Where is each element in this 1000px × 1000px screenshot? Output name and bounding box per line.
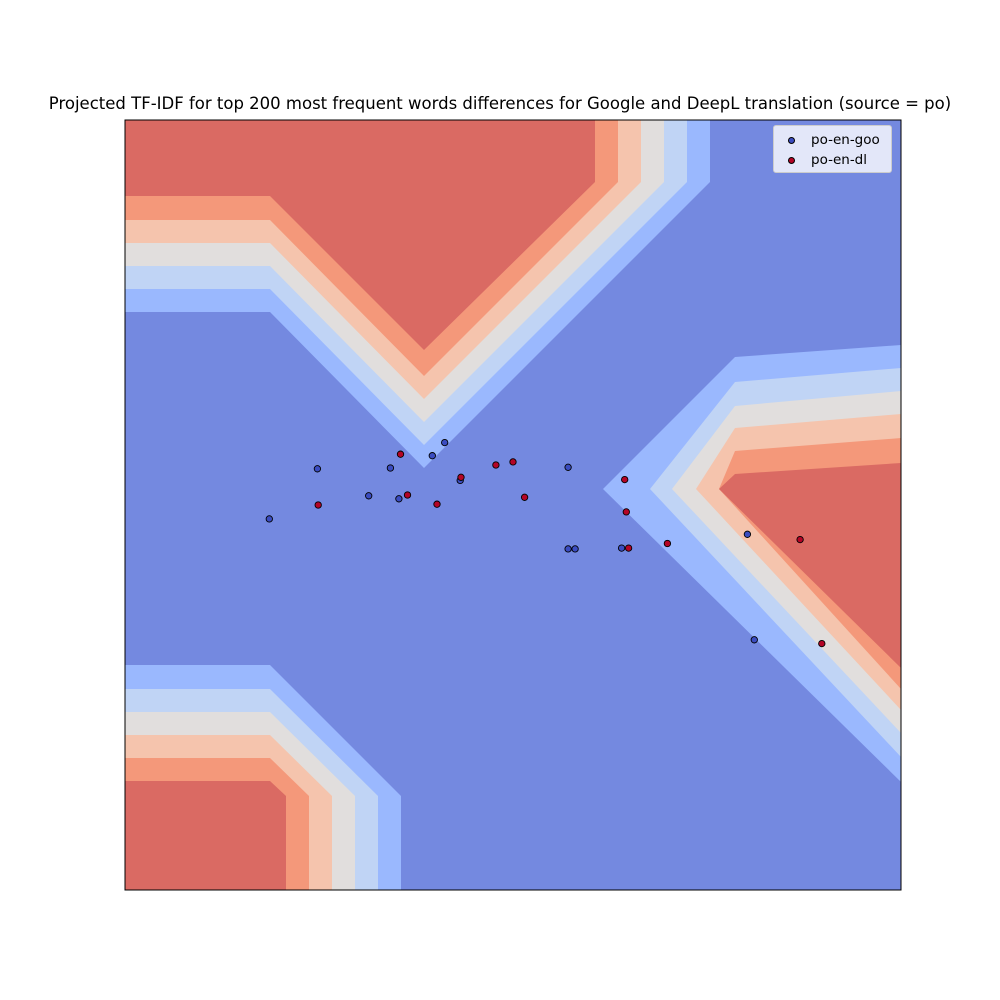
legend: po-en-goo po-en-dl bbox=[773, 125, 892, 173]
legend-marker-goo bbox=[788, 136, 795, 144]
point-po-en-dl bbox=[621, 475, 629, 484]
contour-region-top-level-6 bbox=[125, 120, 595, 350]
legend-label-dl: po-en-dl bbox=[811, 152, 868, 168]
plot-frame bbox=[124, 119, 902, 891]
legend-marker-dl bbox=[788, 156, 795, 164]
point-po-en-goo bbox=[743, 530, 752, 538]
point-po-en-dl bbox=[509, 458, 517, 466]
point-po-en-goo bbox=[564, 545, 572, 553]
point-po-en-goo bbox=[564, 463, 572, 471]
point-po-en-dl bbox=[796, 535, 804, 544]
point-po-en-goo bbox=[386, 464, 395, 472]
data-points bbox=[265, 438, 826, 648]
point-po-en-dl bbox=[818, 639, 826, 648]
decision-contours bbox=[125, 120, 901, 890]
point-po-en-goo bbox=[441, 438, 449, 447]
point-po-en-goo bbox=[617, 544, 626, 552]
point-po-en-dl bbox=[457, 473, 465, 481]
point-po-en-goo bbox=[428, 452, 436, 460]
point-po-en-dl bbox=[403, 491, 412, 499]
point-po-en-goo bbox=[395, 495, 403, 503]
point-po-en-dl bbox=[622, 508, 630, 516]
point-po-en-dl bbox=[314, 501, 322, 509]
chart-title: Projected TF-IDF for top 200 most freque… bbox=[48, 94, 952, 113]
point-po-en-dl bbox=[520, 493, 529, 501]
point-po-en-dl bbox=[433, 500, 441, 508]
point-po-en-goo bbox=[750, 636, 758, 644]
legend-item-goo: po-en-goo bbox=[788, 130, 880, 150]
point-po-en-dl bbox=[396, 450, 405, 458]
point-po-en-dl bbox=[624, 544, 633, 552]
contour-region-right-level-6 bbox=[719, 463, 901, 668]
legend-item-dl: po-en-dl bbox=[788, 150, 867, 170]
point-po-en-dl bbox=[492, 461, 500, 469]
point-po-en-goo bbox=[265, 515, 273, 523]
point-po-en-goo bbox=[365, 492, 373, 500]
legend-label-goo: po-en-goo bbox=[811, 132, 880, 148]
point-po-en-goo bbox=[571, 545, 579, 553]
contour-region-bottom-left-level-6 bbox=[125, 781, 286, 890]
point-po-en-goo bbox=[313, 465, 322, 473]
point-po-en-dl bbox=[663, 539, 672, 548]
